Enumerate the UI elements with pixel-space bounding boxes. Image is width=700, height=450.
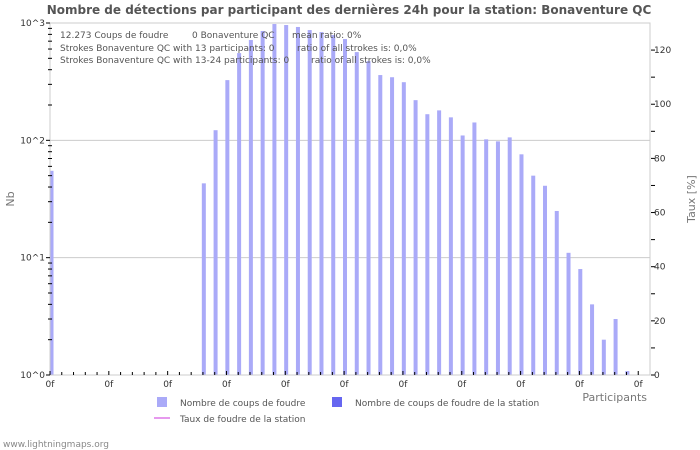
info-line-2a: Strokes Bonaventure QC with 13 participa… [60, 44, 275, 54]
bar [225, 80, 230, 376]
x-tick-label: 0f [46, 380, 56, 390]
bar [613, 319, 618, 375]
bar [554, 210, 559, 375]
x-tick-label: 0f [281, 380, 291, 390]
bar [519, 154, 524, 375]
bar [213, 130, 218, 375]
chart-title: Nombre de détections par participant des… [47, 3, 652, 17]
y2-tick-label: 20 [654, 317, 666, 327]
y-tick-label: 10^1 [20, 254, 45, 264]
legend-label-total: Nombre de coups de foudre [180, 399, 306, 409]
bar [448, 117, 453, 375]
bar [495, 141, 500, 375]
y2-tick-label: 120 [654, 46, 671, 56]
y-axis-left: 10^0 10^1 10^2 10^3 [20, 19, 52, 381]
bar [201, 183, 206, 375]
plot-frame [49, 22, 651, 376]
legend-label-rate: Taux de foudre de la station [179, 415, 305, 425]
bar [307, 30, 312, 375]
bar [578, 269, 583, 375]
x-tick-label: 0f [634, 380, 644, 390]
info-line-1a: 12.273 Coups de foudre [60, 31, 169, 41]
y-tick-label: 10^3 [20, 19, 45, 29]
x-tick-label: 0f [516, 380, 526, 390]
info-line-1b: 0 Bonaventure QC [192, 31, 275, 41]
bar [49, 170, 54, 375]
bar [507, 137, 512, 375]
legend-label-station: Nombre de coups de foudre de la station [355, 399, 539, 409]
footer-link[interactable]: www.lightningmaps.org [3, 440, 109, 450]
bar [437, 110, 442, 376]
bar [248, 40, 253, 376]
x-tick-label: 0f [457, 380, 467, 390]
x-tick-label: 0f [163, 380, 173, 390]
info-line-2c: ratio of all strokes is: 0,0% [297, 44, 417, 54]
bar [601, 339, 606, 375]
x-tick-label: 0f [222, 380, 232, 390]
bar [272, 24, 277, 375]
y2-tick-label: 0 [654, 371, 660, 381]
y-axis-label: Nb [4, 191, 17, 206]
x-tick-label: 0f [104, 380, 114, 390]
grid-lines [50, 139, 650, 259]
bar [343, 39, 347, 376]
y2-tick-label: 80 [654, 154, 666, 164]
info-line-1c: mean ratio: 0% [292, 31, 362, 41]
bar [295, 26, 300, 375]
bar [284, 25, 289, 375]
info-line-3c: ratio of all strokes is: 0,0% [311, 56, 431, 66]
bar [460, 135, 465, 375]
bar [425, 114, 430, 376]
y2-tick-label: 60 [654, 209, 666, 219]
legend: Nombre de coups de foudre Nombre de coup… [154, 397, 539, 425]
y-axis-right: 0 20 40 60 80 100 120 [651, 46, 671, 381]
bar [260, 30, 265, 376]
y2-tick-label: 40 [654, 263, 666, 273]
bar [319, 32, 324, 375]
y-tick-label: 10^0 [20, 371, 45, 381]
bar [484, 139, 489, 375]
legend-swatch-total [157, 397, 167, 407]
bar [378, 75, 383, 375]
bar [566, 252, 571, 375]
y2-tick-label: 100 [654, 100, 671, 110]
x-tick-label: 0f [398, 380, 408, 390]
bar [625, 371, 630, 375]
legend-swatch-station [332, 397, 342, 407]
bars-total [49, 24, 630, 376]
bar [331, 35, 336, 376]
bar [237, 53, 242, 376]
info-box: 12.273 Coups de foudre 0 Bonaventure QC … [60, 31, 431, 66]
x-axis-label: Participants [582, 391, 647, 404]
bar [531, 175, 536, 375]
bar [401, 82, 406, 376]
bar [543, 185, 547, 375]
y-tick-label: 10^2 [20, 136, 45, 146]
x-axis: 0f 0f 0f 0f 0f 0f 0f 0f 0f 0f 0f [46, 371, 644, 390]
bar [472, 122, 477, 375]
info-line-3a: Strokes Bonaventure QC with 13-24 partic… [60, 56, 289, 66]
y2-axis-label: Taux [%] [685, 175, 698, 224]
bar [366, 61, 371, 375]
bar [354, 52, 359, 375]
bar [590, 304, 595, 375]
x-tick-label: 0f [575, 380, 585, 390]
x-tick-label: 0f [340, 380, 350, 390]
bar [390, 77, 395, 376]
bar [413, 100, 418, 376]
